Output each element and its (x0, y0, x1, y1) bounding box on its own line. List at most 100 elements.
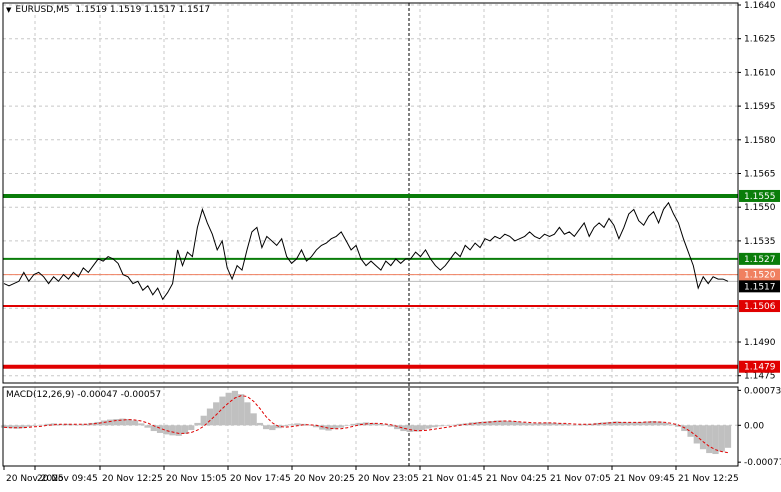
dropdown-triangle-icon[interactable]: ▼ (6, 6, 12, 14)
symbol-label: EURUSD,M5 (15, 5, 70, 15)
price-tick-label: 1.1475 (744, 372, 776, 382)
level-1527-tag (739, 252, 780, 265)
price-tick-label: 1.1610 (744, 68, 776, 78)
chart-frame (2, 2, 739, 467)
macd-histogram-bar (57, 424, 64, 426)
level-1506-tag (739, 300, 780, 313)
macd-pane-border (2, 386, 739, 467)
macd-histogram-bar (106, 419, 114, 426)
macd-histogram-bar (319, 425, 326, 430)
macd-histogram-bar (144, 425, 151, 428)
ask-price-tag (739, 268, 780, 281)
level-1555-label: 1.1555 (744, 192, 776, 202)
macd-histogram-bar (263, 425, 270, 430)
macd-histogram-bar (412, 425, 420, 432)
macd-tick-label: 0.00073 (744, 386, 781, 396)
macd-histogram-bar (13, 425, 20, 429)
macd-indicator (0, 390, 738, 455)
macd-histogram-bar (312, 425, 320, 428)
macd-histogram-bar (500, 420, 507, 426)
macd-histogram-bar (550, 422, 557, 426)
macd-histogram-bar (456, 423, 463, 426)
macd-histogram-bar (487, 420, 494, 426)
macd-histogram-bar (662, 422, 669, 426)
macd-tick-label: -0.00077 (744, 458, 781, 468)
macd-histogram-bar (200, 415, 207, 426)
macd-histogram-bar (281, 425, 288, 427)
macd-histogram-bar (419, 425, 426, 431)
macd-histogram-bar (131, 420, 139, 426)
macd-histogram-bar (150, 425, 157, 432)
macd-histogram-bar (69, 424, 76, 426)
ohlc-values: 1.1519 1.1519 1.1517 1.1517 (75, 5, 211, 15)
macd-histogram-bar (637, 421, 644, 426)
current-price-tag (739, 280, 780, 293)
macd-histogram-bar (712, 425, 719, 455)
horizontal-levels[interactable] (3, 193, 738, 369)
ask-price-label: 1.1520 (744, 271, 776, 281)
level-1479-label: 1.1479 (744, 363, 776, 373)
macd-histogram-bar (674, 425, 682, 427)
macd-histogram-bar (225, 392, 232, 426)
macd-histogram-bar (350, 423, 357, 426)
macd-histogram-bar (38, 424, 45, 426)
macd-histogram-bar (625, 422, 632, 426)
macd-histogram-bar (593, 422, 601, 426)
macd-histogram-bar (32, 425, 39, 426)
time-tick-label: 20 Nov 23:05 (358, 474, 419, 484)
macd-histogram-bar (618, 421, 626, 426)
macd-histogram-bar (356, 422, 363, 426)
macd-histogram-bar (256, 422, 264, 426)
macd-histogram-bar (175, 425, 182, 436)
symbol-header[interactable]: ▼ EURUSD,M5 1.1519 1.1519 1.1517 1.1517 (6, 5, 210, 15)
macd-histogram-bar (475, 421, 482, 426)
level-1527-label: 1.1527 (744, 255, 776, 265)
macd-histogram-bar (181, 425, 189, 434)
macd-histogram-bar (381, 424, 388, 426)
macd-histogram-bar (693, 425, 700, 444)
macd-histogram-bar (481, 421, 488, 426)
macd-histogram-bar (706, 425, 713, 454)
price-tick-label: 1.1490 (744, 338, 776, 348)
macd-histogram-bar (687, 425, 694, 437)
macd-histogram-bar (337, 425, 345, 428)
level-1555-tag (739, 189, 780, 202)
macd-histogram-bar (188, 425, 195, 431)
macd-histogram-bar (431, 425, 438, 428)
macd-histogram-bar (169, 425, 176, 436)
macd-tick-label: 0.00 (744, 421, 764, 431)
time-tick-label: 20 Nov 09:45 (37, 474, 98, 484)
macd-histogram-bar (400, 425, 407, 432)
macd-histogram-bar (194, 422, 201, 426)
macd-header[interactable]: MACD(12,26,9) -0.00047 -0.00057 (6, 390, 161, 400)
macd-histogram-bar (468, 422, 476, 426)
macd-histogram-bar (213, 402, 220, 426)
price-tick-label: 1.1565 (744, 170, 776, 180)
macd-histogram-bar (450, 424, 457, 426)
macd-histogram-bar (250, 413, 257, 426)
macd-histogram-bar (406, 425, 413, 433)
macd-histogram-bar (206, 408, 214, 426)
macd-histogram-bar (656, 421, 663, 426)
price-tick-label: 1.1550 (744, 203, 776, 213)
macd-histogram-bar (612, 421, 619, 426)
macd-histogram-bar (444, 425, 451, 426)
macd-histogram-bar (231, 390, 239, 426)
macd-histogram-bar (113, 419, 120, 426)
macd-histogram-bar (331, 425, 338, 430)
macd-histogram-bar (163, 425, 170, 435)
macd-histogram-bar (506, 420, 513, 426)
macd-histogram-bar (562, 423, 569, 426)
main-pane-border (2, 2, 739, 384)
macd-histogram-bar (156, 425, 164, 433)
level-1479-tag (739, 360, 780, 373)
time-tick-label: 21 Nov 12:25 (678, 474, 739, 484)
macd-histogram-bar (94, 421, 101, 426)
time-tick-label: 21 Nov 07:05 (550, 474, 611, 484)
price-tick-label: 1.1580 (744, 136, 776, 146)
macd-histogram-bar (244, 402, 251, 426)
macd-histogram-bar (387, 425, 395, 427)
time-tick-label: 20 Nov 2025 (6, 474, 64, 484)
